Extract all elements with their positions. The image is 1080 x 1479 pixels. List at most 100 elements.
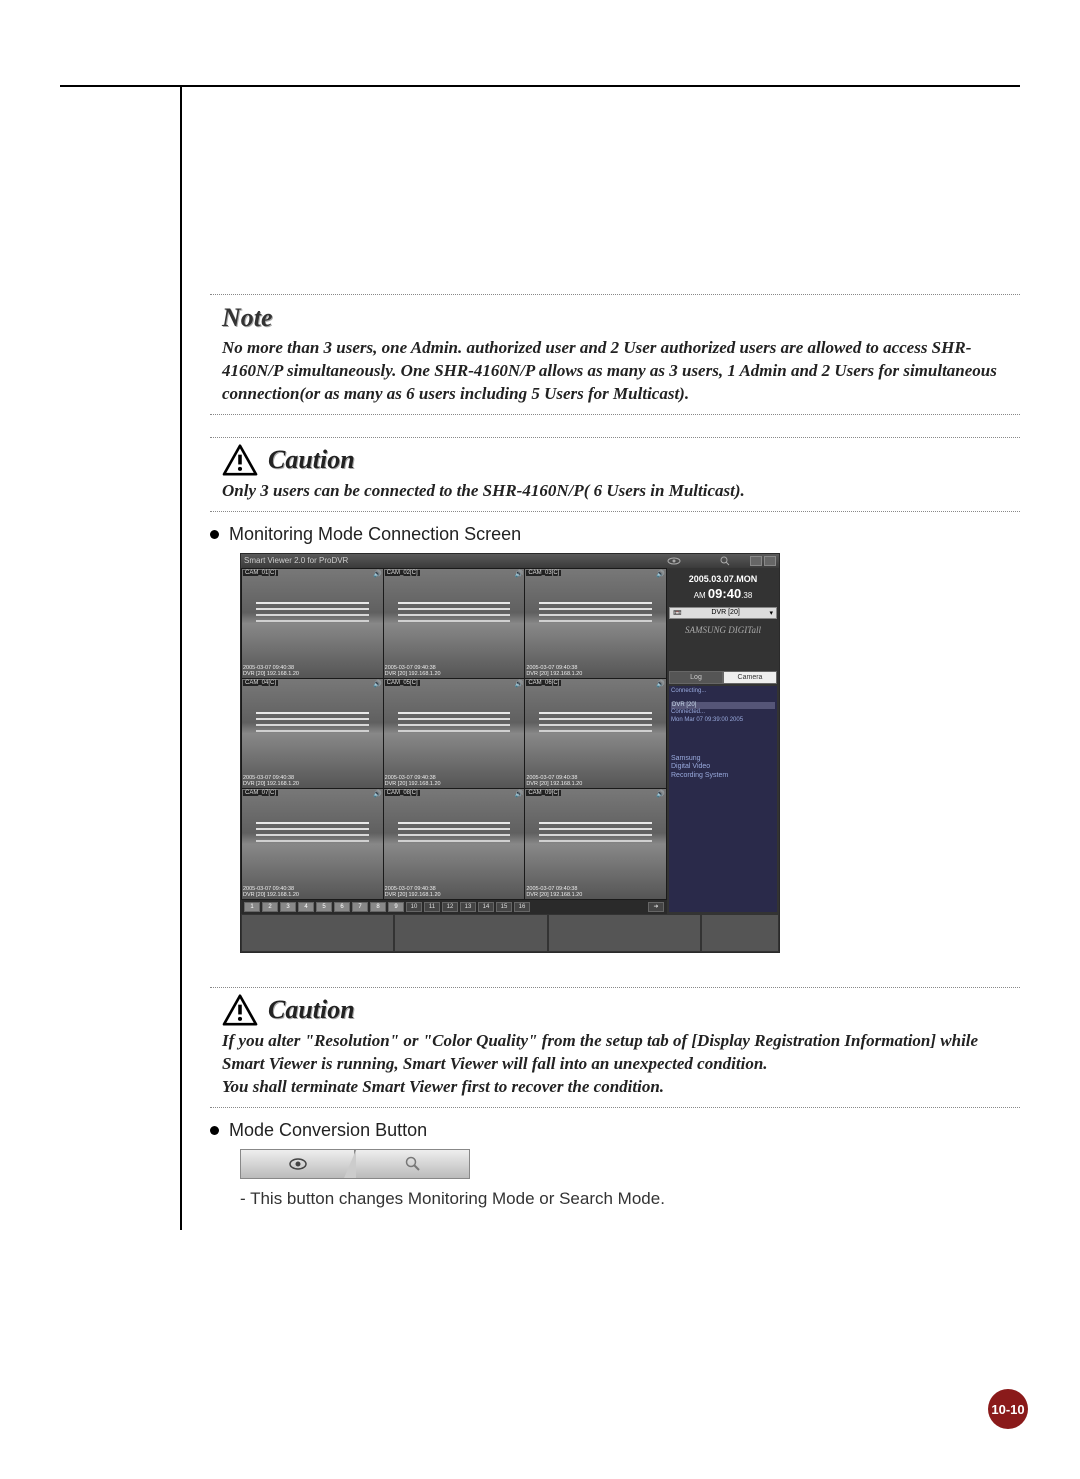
samsung-logo: SAMSUNG DIGITall	[669, 621, 777, 639]
cam-timestamp: 2005-03-07 09:40:38DVR [20] 192.168.1.20	[243, 775, 299, 787]
divider	[210, 437, 1020, 438]
log-panel: Connecting... DVR [20] Connected... Mon …	[669, 686, 777, 912]
channel-button[interactable]: 10	[406, 902, 422, 912]
cam-timestamp: 2005-03-07 09:40:38DVR [20] 192.168.1.20	[243, 665, 299, 677]
bullet1-text: Monitoring Mode Connection Screen	[229, 524, 521, 545]
camera-cell[interactable]: CAM_08[C] 🔊 2005-03-07 09:40:38DVR [20] …	[384, 789, 525, 898]
cam-label: CAM_08[C]	[385, 790, 420, 796]
audio-controls[interactable]	[241, 914, 394, 952]
channel-row: 12345678910111213141516➜	[241, 900, 667, 914]
warning-icon	[222, 444, 258, 476]
recording-system-label: Samsung Digital Video Recording System	[671, 755, 775, 780]
camera-cell[interactable]: CAM_02[C] 🔊 2005-03-07 09:40:38DVR [20] …	[384, 569, 525, 678]
side-panel: 2005.03.07.MON AM 09:40.38 📼DVR [20]▾ SA…	[667, 568, 779, 914]
monitoring-screenshot: Smart Viewer 2.0 for ProDVR CAM_01[C] 🔊 …	[240, 553, 780, 953]
cam-label: CAM_05[C]	[385, 680, 420, 686]
speaker-icon: 🔊	[656, 790, 665, 798]
cam-label: CAM_02[C]	[385, 570, 420, 576]
time-sec: .38	[741, 591, 752, 600]
log-tab[interactable]: Log	[669, 671, 723, 684]
camera-tab[interactable]: Camera	[723, 671, 777, 684]
caution2-heading: Caution	[268, 995, 355, 1025]
divider	[210, 1107, 1020, 1108]
camera-cell[interactable]: CAM_05[C] 🔊 2005-03-07 09:40:38DVR [20] …	[384, 679, 525, 788]
channel-button[interactable]: 2	[262, 902, 278, 912]
cam-timestamp: 2005-03-07 09:40:38DVR [20] 192.168.1.20	[385, 886, 441, 898]
cam-label: CAM_07[C]	[243, 790, 278, 796]
channel-button[interactable]: 4	[298, 902, 314, 912]
search-tab-icon[interactable]	[700, 556, 748, 566]
channel-next-icon[interactable]: ➜	[648, 902, 664, 912]
channel-button[interactable]: 14	[478, 902, 494, 912]
channel-button[interactable]: 7	[352, 902, 368, 912]
window-title: Smart Viewer 2.0 for ProDVR	[244, 556, 348, 565]
channel-button[interactable]: 11	[424, 902, 440, 912]
camera-cell[interactable]: CAM_01[C] 🔊 2005-03-07 09:40:38DVR [20] …	[242, 569, 383, 678]
search-mode-tab[interactable]	[355, 1149, 470, 1179]
camera-cell[interactable]: CAM_04[C] 🔊 2005-03-07 09:40:38DVR [20] …	[242, 679, 383, 788]
camera-cell[interactable]: CAM_06[C] 🔊 2005-03-07 09:40:38DVR [20] …	[525, 679, 666, 788]
speaker-icon: 🔊	[515, 790, 524, 798]
channel-button[interactable]: 15	[496, 902, 512, 912]
channel-button[interactable]: 9	[388, 902, 404, 912]
divider	[210, 294, 1020, 295]
camera-cell[interactable]: CAM_07[C] 🔊 2005-03-07 09:40:38DVR [20] …	[242, 789, 383, 898]
cam-label: CAM_04[C]	[243, 680, 278, 686]
channel-button[interactable]: 6	[334, 902, 350, 912]
speaker-icon: 🔊	[373, 570, 382, 578]
page-top-rule	[60, 85, 1020, 87]
camera-grid: CAM_01[C] 🔊 2005-03-07 09:40:38DVR [20] …	[241, 568, 667, 900]
date-display: 2005.03.07.MON	[669, 570, 777, 584]
caution1-body: Only 3 users can be connected to the SHR…	[222, 480, 1008, 503]
cam-timestamp: 2005-03-07 09:40:38DVR [20] 192.168.1.20	[385, 775, 441, 787]
log-line: Connecting...	[671, 688, 775, 696]
camera-cell[interactable]: CAM_03[C] 🔊 2005-03-07 09:40:38DVR [20] …	[525, 569, 666, 678]
cam-label: CAM_09[C]	[526, 790, 561, 796]
note-body: No more than 3 users, one Admin. authori…	[222, 337, 1008, 406]
note-heading: Note	[222, 303, 1020, 333]
channel-button[interactable]: 16	[514, 902, 530, 912]
mode-button-image	[240, 1149, 470, 1179]
time-prefix: AM	[694, 591, 708, 600]
bullet-icon	[210, 530, 219, 539]
warning-icon	[222, 994, 258, 1026]
channel-button[interactable]: 5	[316, 902, 332, 912]
sub-text: - This button changes Monitoring Mode or…	[240, 1189, 1020, 1209]
camera-cell[interactable]: CAM_09[C] 🔊 2005-03-07 09:40:38DVR [20] …	[525, 789, 666, 898]
time-display: AM 09:40.38	[669, 586, 777, 605]
close-button[interactable]	[764, 556, 776, 566]
log-header: DVR [20]	[671, 702, 775, 710]
dvr-label: DVR [20]	[711, 609, 739, 617]
margin-rule	[180, 85, 182, 1230]
ptz-controls[interactable]	[394, 914, 547, 952]
divider	[210, 987, 1020, 988]
speaker-icon: 🔊	[373, 680, 382, 688]
monitor-mode-tab[interactable]	[240, 1149, 355, 1179]
speaker-icon: 🔊	[656, 680, 665, 688]
cam-label: CAM_03[C]	[526, 570, 561, 576]
time-main: 09:40	[708, 586, 741, 601]
minimize-button[interactable]	[750, 556, 762, 566]
page-number-badge: 10-10	[988, 1389, 1028, 1429]
cam-label: CAM_01[C]	[243, 570, 278, 576]
bullet-icon	[210, 1126, 219, 1135]
cam-timestamp: 2005-03-07 09:40:38DVR [20] 192.168.1.20	[385, 665, 441, 677]
divider	[210, 414, 1020, 415]
eye-icon[interactable]	[650, 556, 698, 566]
cam-label: CAM_06[C]	[526, 680, 561, 686]
channel-button[interactable]: 13	[460, 902, 476, 912]
zoom-controls[interactable]	[548, 914, 701, 952]
channel-button[interactable]: 1	[244, 902, 260, 912]
bottom-controls	[241, 914, 779, 952]
channel-button[interactable]: 12	[442, 902, 458, 912]
channel-button[interactable]: 3	[280, 902, 296, 912]
cam-timestamp: 2005-03-07 09:40:38DVR [20] 192.168.1.20	[526, 665, 582, 677]
dvr-selector[interactable]: 📼DVR [20]▾	[669, 607, 777, 619]
speaker-icon: 🔊	[515, 570, 524, 578]
channel-button[interactable]: 8	[370, 902, 386, 912]
log-line: Mon Mar 07 09:39:00 2005	[671, 717, 775, 725]
caution2-body: If you alter "Resolution" or "Color Qual…	[222, 1030, 1008, 1099]
layout-controls[interactable]	[701, 914, 779, 952]
magnifier-icon	[405, 1156, 421, 1172]
window-titlebar: Smart Viewer 2.0 for ProDVR	[241, 554, 779, 568]
